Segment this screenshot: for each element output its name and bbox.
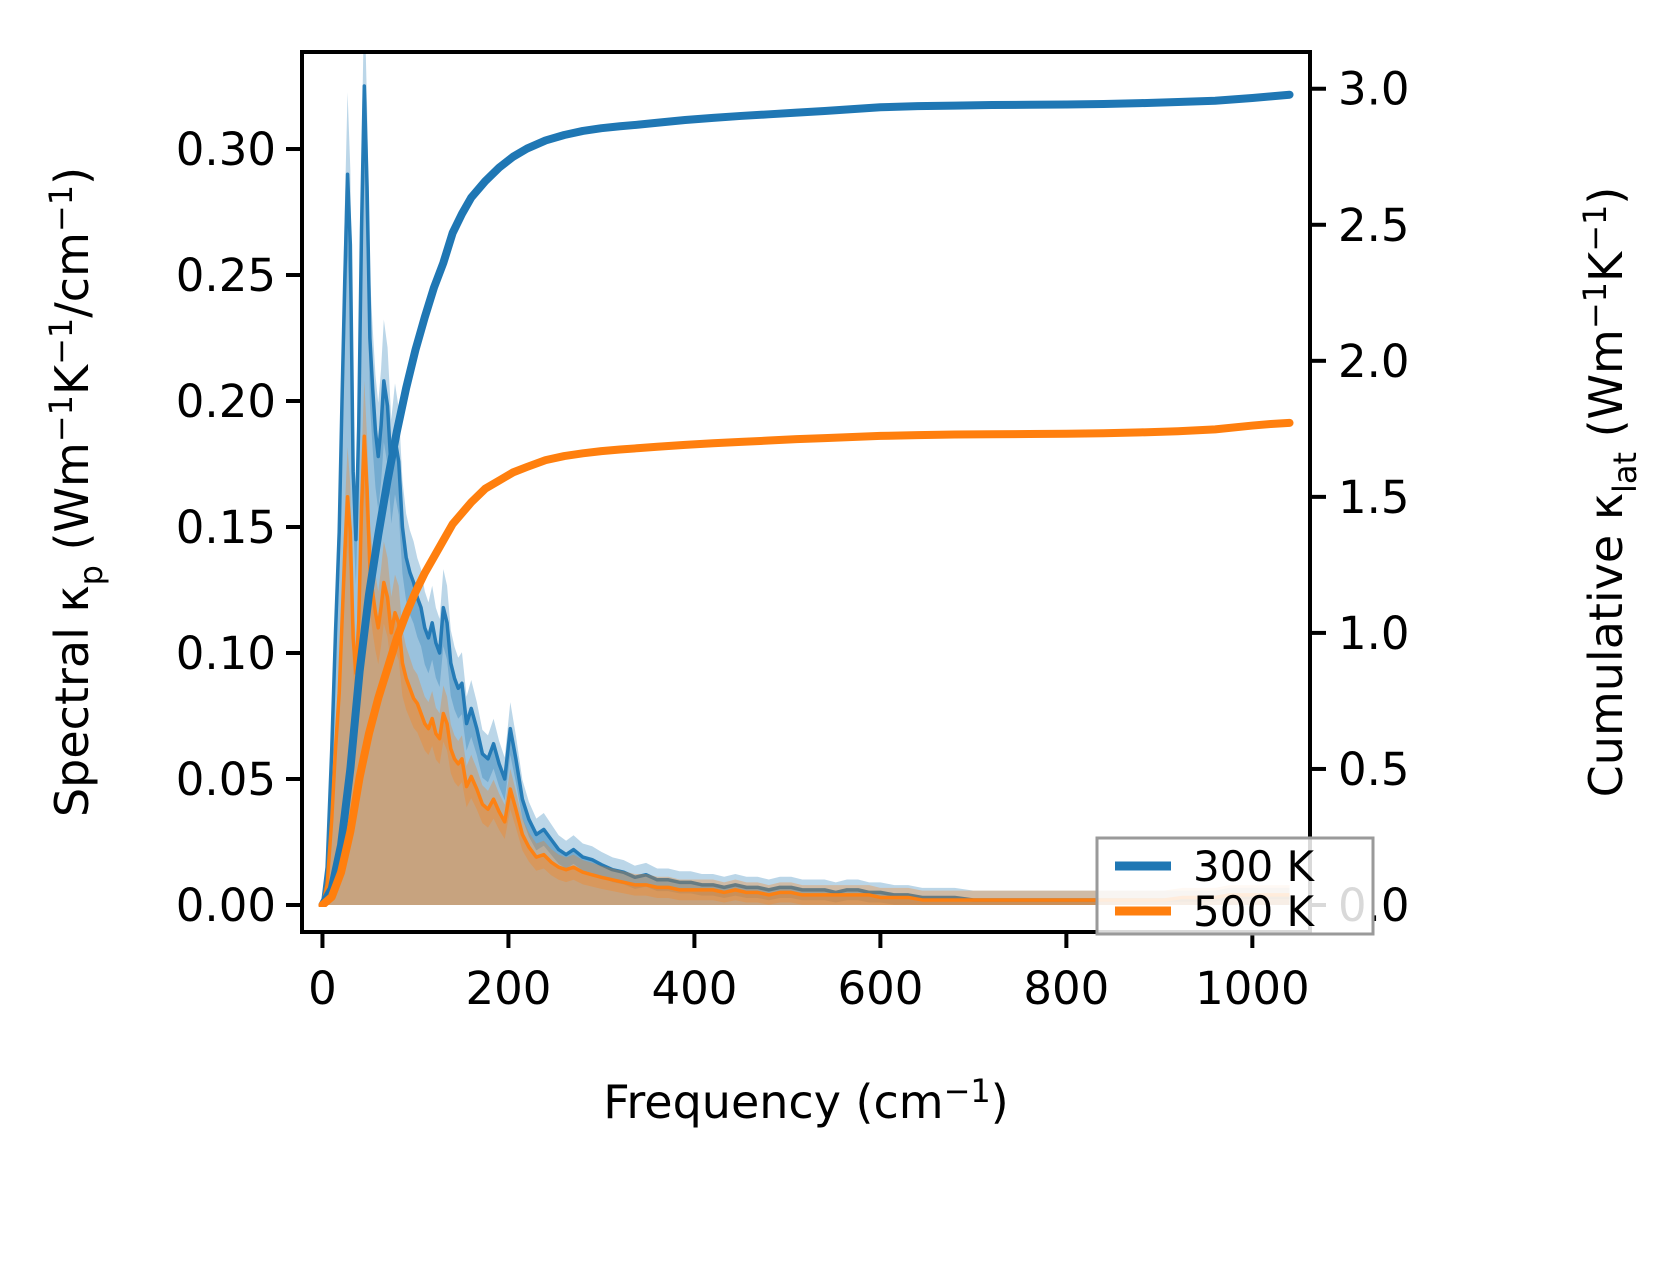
y-tick-label: 0.05 <box>176 753 276 806</box>
y-axis-title-sup1: −1 <box>42 395 80 442</box>
y2-axis-title-sub: lat <box>1606 452 1644 493</box>
area-300-k-spectral <box>322 86 1290 905</box>
y-tick-label: 0.20 <box>176 375 276 428</box>
plot-lines <box>318 90 1294 907</box>
x-tick-label: 0 <box>308 962 337 1015</box>
y-axis-title-sub: p <box>72 565 110 585</box>
y-tick-label: 0.00 <box>176 879 276 932</box>
y-tick-label: 0.30 <box>176 123 276 176</box>
x-tick-label: 1000 <box>1195 962 1310 1015</box>
y-axis-title-sup3: −1 <box>42 185 80 232</box>
y2-axis-title-mid1: K <box>1579 250 1633 282</box>
y2-axis-title-prefix: Cumulative κ <box>1579 493 1633 797</box>
x-axis-title-sup: −1 <box>944 1072 991 1110</box>
legend-frame <box>1095 836 1375 936</box>
axis-tick-labels: 0 200 400 600 800 1000 0.00 0.05 0.10 0.15 0.20 0.2… <box>176 63 1410 1015</box>
y2-tick-label: 2.5 <box>1338 199 1410 252</box>
y2-axis-title-sup1: −1 <box>1576 282 1614 329</box>
x-axis-title-prefix: Frequency (cm <box>603 1075 943 1129</box>
legend-label-300-k[interactable]: 300 K <box>1193 842 1316 891</box>
x-tick-label: 200 <box>465 962 551 1015</box>
line-500-k-cumulative <box>318 418 1294 907</box>
y-tick-label: 0.25 <box>176 249 276 302</box>
y2-tick-label: 1.5 <box>1338 471 1410 524</box>
outline-500-k-spectral <box>320 434 1290 906</box>
y2-tick-label: 0.5 <box>1338 743 1410 796</box>
x-tick-label: 600 <box>837 962 923 1015</box>
y-axis-title-sup2: −1 <box>42 318 80 365</box>
y2-axis-title-open: (Wm <box>1579 329 1633 452</box>
y-axis-title-open: (Wm <box>45 442 99 565</box>
y-axis-title-mid2: /cm <box>45 232 99 318</box>
axes-frame <box>300 50 1312 934</box>
axis-spines <box>300 50 1312 934</box>
y2-axis-title-sup2: −1 <box>1576 205 1614 252</box>
plot-fills <box>320 52 1290 906</box>
y2-axis-title: Cumulative κlat (Wm−1K−1) <box>1576 187 1644 798</box>
y-axis-title-close: ) <box>45 167 99 185</box>
y2-tick-label: 3.0 <box>1338 63 1410 116</box>
line-300-k-cumulative <box>318 90 1294 907</box>
legend-label-500-k[interactable]: 500 K <box>1193 887 1316 936</box>
y2-tick-label: 1.0 <box>1338 607 1410 660</box>
y-axis-title-mid1: K <box>45 363 99 395</box>
y2-tick-label: 2.0 <box>1338 335 1410 388</box>
x-axis-title-close: ) <box>991 1075 1009 1129</box>
x-axis-title: Frequency (cm−1) <box>603 1072 1008 1129</box>
y-axis-title-prefix: Spectral κ <box>45 585 99 817</box>
y-tick-label: 0.15 <box>176 501 276 554</box>
y-tick-label: 0.10 <box>176 627 276 680</box>
area-500-k-spectral <box>322 436 1290 905</box>
x-tick-label: 400 <box>651 962 737 1015</box>
y-axis-title: Spectral κp (Wm−1K−1/cm−1) <box>42 167 110 817</box>
y2-axis-title-close: ) <box>1579 187 1633 205</box>
x-tick-label: 800 <box>1023 962 1109 1015</box>
